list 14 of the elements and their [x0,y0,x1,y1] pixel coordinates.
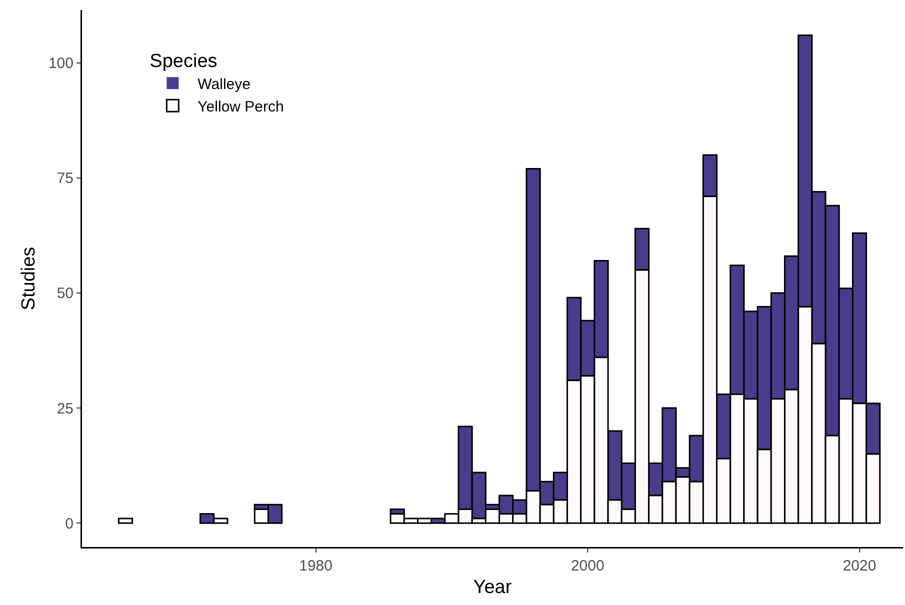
y-tick-label: 75 [56,170,74,188]
x-tick-label: 2000 [570,558,604,574]
bar [118,518,134,524]
y-tick-label: 25 [56,400,74,418]
y-tick-label: 0 [65,515,74,532]
legend-title: Species [150,50,218,72]
legend-label: Yellow Perch [198,98,284,116]
y-tick-label: 100 [48,55,74,72]
x-tick-label: 2020 [842,558,876,574]
y-tick-label: 50 [56,285,74,302]
y-axis-title: Studies [18,246,40,310]
x-tick-label: 1980 [299,558,332,574]
x-axis-title: Year [473,577,512,598]
legend-label: Walleye [198,76,250,94]
